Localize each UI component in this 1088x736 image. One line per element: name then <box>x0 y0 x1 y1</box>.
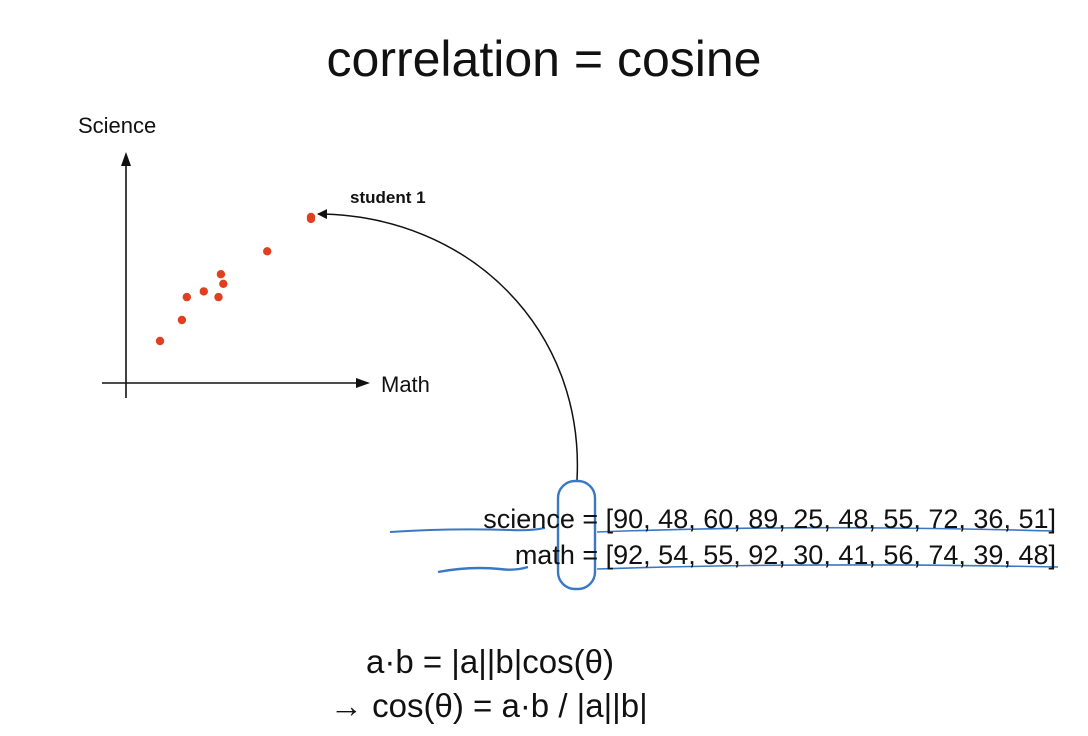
math-vector-first-value: 92 <box>613 540 644 570</box>
annotation-arrow <box>317 209 579 481</box>
student-1-annotation: student 1 <box>350 188 426 207</box>
science-name-underline <box>389 527 546 533</box>
y-axis-label: Science <box>78 113 156 138</box>
science-vector-name: science <box>483 504 575 534</box>
student-point-2 <box>214 292 223 302</box>
science-vector: science = [90, 48, 60, 89, 25, 48, 55, 7… <box>483 506 1056 533</box>
student-point-7 <box>219 279 228 288</box>
student-point-5 <box>155 336 165 346</box>
math-vector-prefix: = [ <box>574 540 614 570</box>
science-vector-rest: , 48, 60, 89, 25, 48, 55, 72, 36, 51] <box>643 504 1056 534</box>
scatter-points <box>155 212 316 346</box>
student-point-8 <box>263 247 272 256</box>
right-arrow-icon: → <box>330 687 363 724</box>
science-vector-first-value: 90 <box>613 504 644 534</box>
y-axis-arrowhead <box>121 152 131 166</box>
math-name-underline <box>437 565 529 574</box>
science-vector-prefix: = [ <box>574 504 614 534</box>
x-axis-arrowhead <box>356 378 370 388</box>
student-point-4 <box>306 214 316 224</box>
science-values-underline <box>596 526 1054 533</box>
student-point-3 <box>216 270 226 279</box>
student-point-9 <box>177 315 187 325</box>
math-values-underline <box>596 564 1059 570</box>
x-axis-label: Math <box>381 372 430 397</box>
cosine-formula: cos(θ) = a·b / |a||b| <box>372 687 648 724</box>
first-element-highlight-loop <box>556 479 597 591</box>
math-vector: math = [92, 54, 55, 92, 30, 41, 56, 74, … <box>515 542 1056 569</box>
cosine-formula-line: → cos(θ) = a·b / |a||b| <box>330 689 648 722</box>
slide-title: correlation = cosine <box>326 31 762 87</box>
dot-product-formula: a·b = |a||b|cos(θ) <box>366 643 614 680</box>
student-point-6 <box>182 292 191 302</box>
math-vector-name: math <box>514 540 575 570</box>
student-point-10 <box>199 287 208 296</box>
math-vector-rest: , 54, 55, 92, 30, 41, 56, 74, 39, 48] <box>643 540 1056 570</box>
